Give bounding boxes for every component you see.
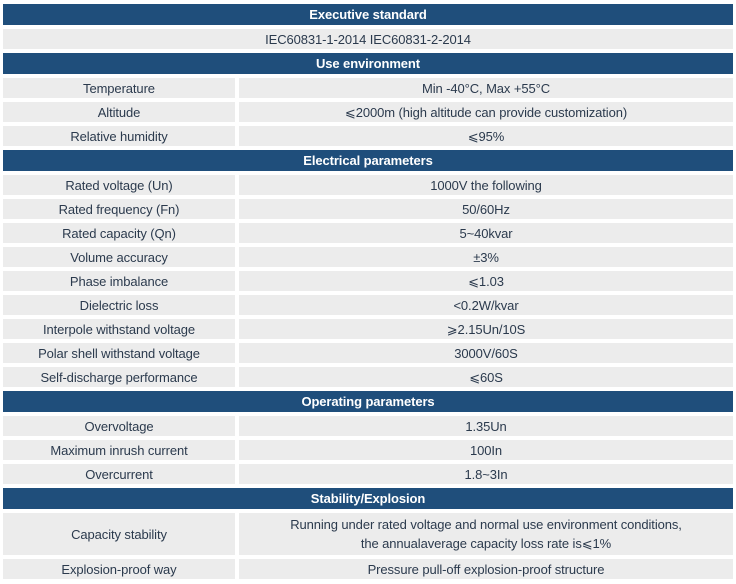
row-value: 1.8~3In [239, 464, 733, 484]
row-label: Phase imbalance [3, 271, 235, 291]
row-label: Capacity stability [3, 513, 235, 555]
row-label: Altitude [3, 102, 235, 122]
table-body: Executive standard IEC60831-1-2014 IEC608… [3, 4, 733, 579]
row-label: Volume accuracy [3, 247, 235, 267]
table-row: Self-discharge performance ⩽60S [3, 367, 733, 387]
section-header-row: Operating parameters [3, 391, 733, 412]
row-label: Polar shell withstand voltage [3, 343, 235, 363]
row-value: 100In [239, 440, 733, 460]
table-row: Explosion-proof way Pressure pull-off exp… [3, 559, 733, 579]
table-row: Rated capacity (Qn) 5~40kvar [3, 223, 733, 243]
table-row: IEC60831-1-2014 IEC60831-2-2014 [3, 29, 733, 49]
table-row: Temperature Min -40°C, Max +55°C [3, 78, 733, 98]
row-label: Rated frequency (Fn) [3, 199, 235, 219]
section-title: Operating parameters [3, 391, 733, 412]
table-row: Altitude ⩽2000m (high altitude can provid… [3, 102, 733, 122]
row-label: Interpole withstand voltage [3, 319, 235, 339]
table-row: Interpole withstand voltage ⩾2.15Un/10S [3, 319, 733, 339]
table-row: Rated frequency (Fn) 50/60Hz [3, 199, 733, 219]
row-value: ⩽1.03 [239, 271, 733, 291]
row-value: 5~40kvar [239, 223, 733, 243]
table-row: Relative humidity ⩽95% [3, 126, 733, 146]
table-row: Maximum inrush current 100In [3, 440, 733, 460]
table-row: Phase imbalance ⩽1.03 [3, 271, 733, 291]
row-label: Relative humidity [3, 126, 235, 146]
row-label: Rated voltage (Un) [3, 175, 235, 195]
table-row: Rated voltage (Un) 1000V the following [3, 175, 733, 195]
row-value: ⩾2.15Un/10S [239, 319, 733, 339]
table-row: Polar shell withstand voltage 3000V/60S [3, 343, 733, 363]
section-header-row: Executive standard [3, 4, 733, 25]
row-value: ⩽60S [239, 367, 733, 387]
row-value: ±3% [239, 247, 733, 267]
section-title: Electrical parameters [3, 150, 733, 171]
table-row: Volume accuracy ±3% [3, 247, 733, 267]
row-value: 1.35Un [239, 416, 733, 436]
row-value: 50/60Hz [239, 199, 733, 219]
row-full-value: IEC60831-1-2014 IEC60831-2-2014 [3, 29, 733, 49]
row-label: Maximum inrush current [3, 440, 235, 460]
section-header-row: Use environment [3, 53, 733, 74]
row-value: ⩽95% [239, 126, 733, 146]
section-title: Stability/Explosion [3, 488, 733, 509]
row-value: Pressure pull-off explosion-proof struct… [239, 559, 733, 579]
table-row: Dielectric loss <0.2W/kvar [3, 295, 733, 315]
row-value: ⩽2000m (high altitude can provide custom… [239, 102, 733, 122]
row-value: <0.2W/kvar [239, 295, 733, 315]
table-row: Overvoltage 1.35Un [3, 416, 733, 436]
row-value: 1000V the following [239, 175, 733, 195]
row-label: Rated capacity (Qn) [3, 223, 235, 243]
row-label: Explosion-proof way [3, 559, 235, 579]
row-value: Min -40°C, Max +55°C [239, 78, 733, 98]
section-title: Use environment [3, 53, 733, 74]
table-row: Capacity stability Running under rated vo… [3, 513, 733, 555]
row-label: Overcurrent [3, 464, 235, 484]
row-label: Dielectric loss [3, 295, 235, 315]
row-label: Self-discharge performance [3, 367, 235, 387]
section-title: Executive standard [3, 4, 733, 25]
section-header-row: Electrical parameters [3, 150, 733, 171]
row-value: 3000V/60S [239, 343, 733, 363]
table-row: Overcurrent 1.8~3In [3, 464, 733, 484]
row-label: Overvoltage [3, 416, 235, 436]
row-label: Temperature [3, 78, 235, 98]
section-header-row: Stability/Explosion [3, 488, 733, 509]
row-value: Running under rated voltage and normal u… [239, 513, 733, 555]
